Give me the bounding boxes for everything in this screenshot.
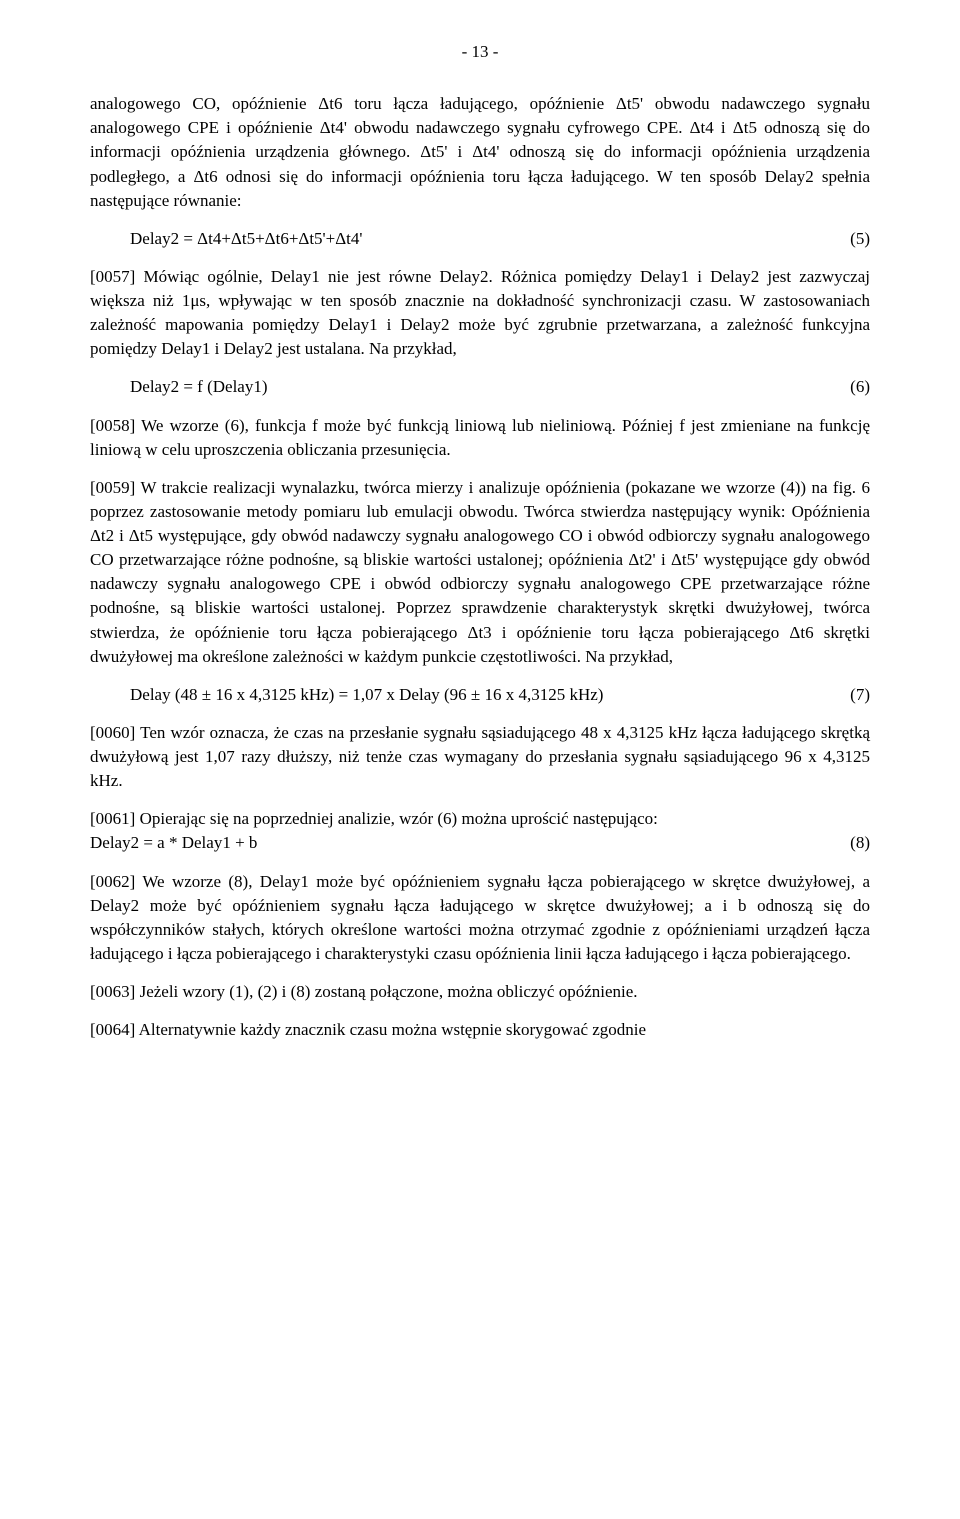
paragraph-0058: [0058] We wzorze (6), funkcja f może być… (90, 414, 870, 462)
paragraph-0057: [0057] Mówiąc ogólnie, Delay1 nie jest r… (90, 265, 870, 362)
equation-8-text: Delay2 = a * Delay1 + b (90, 831, 830, 855)
paragraph-0063: [0063] Jeżeli wzory (1), (2) i (8) zosta… (90, 980, 870, 1004)
equation-8-number: (8) (830, 831, 870, 855)
equation-7-text: Delay (48 ± 16 x 4,3125 kHz) = 1,07 x De… (130, 683, 830, 707)
document-page: - 13 - analogowego CO, opóźnienie Δt6 to… (0, 0, 960, 1092)
equation-8: Delay2 = a * Delay1 + b (8) (90, 831, 870, 855)
paragraph-0064: [0064] Alternatywnie każdy znacznik czas… (90, 1018, 870, 1042)
paragraph-0062: [0062] We wzorze (8), Delay1 może być op… (90, 870, 870, 967)
equation-5: Delay2 = Δt4+Δt5+Δt6+Δt5'+Δt4' (5) (90, 227, 870, 251)
equation-6-number: (6) (830, 375, 870, 399)
paragraph-intro: analogowego CO, opóźnienie Δt6 toru łącz… (90, 92, 870, 213)
equation-6: Delay2 = f (Delay1) (6) (90, 375, 870, 399)
page-number: - 13 - (90, 40, 870, 64)
equation-7: Delay (48 ± 16 x 4,3125 kHz) = 1,07 x De… (90, 683, 870, 707)
equation-5-text: Delay2 = Δt4+Δt5+Δt6+Δt5'+Δt4' (130, 227, 830, 251)
paragraph-0060: [0060] Ten wzór oznacza, że czas na prze… (90, 721, 870, 793)
equation-6-text: Delay2 = f (Delay1) (130, 375, 830, 399)
equation-5-number: (5) (830, 227, 870, 251)
equation-7-number: (7) (830, 683, 870, 707)
paragraph-0059: [0059] W trakcie realizacji wynalazku, t… (90, 476, 870, 669)
paragraph-0061: [0061] Opierając się na poprzedniej anal… (90, 807, 870, 831)
